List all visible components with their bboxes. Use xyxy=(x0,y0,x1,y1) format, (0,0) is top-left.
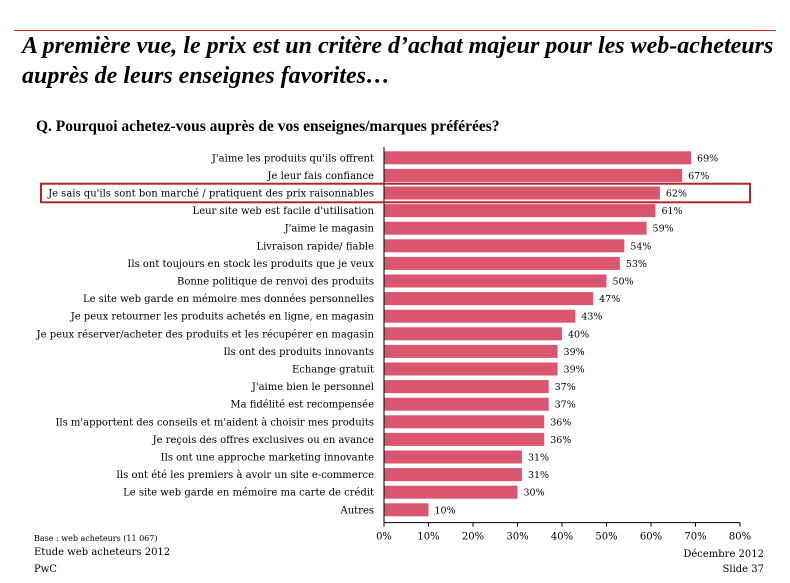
category-label: Je leur fais confiance xyxy=(267,171,375,182)
study-name: Etude web acheteurs 2012 xyxy=(34,547,171,558)
category-label: Ils ont des produits innovants xyxy=(223,347,374,358)
slide-title: A première vue, le prix est un critère d… xyxy=(22,33,774,89)
value-label: 40% xyxy=(568,329,589,340)
x-tick-label: 0% xyxy=(376,532,392,543)
category-label: Bonne politique de renvoi des produits xyxy=(177,277,374,288)
bar xyxy=(384,221,647,235)
value-label: 69% xyxy=(697,153,718,164)
survey-question: Q. Pourquoi achetez-vous auprès de vos e… xyxy=(36,118,500,135)
bar xyxy=(384,380,549,394)
x-tick-label: 40% xyxy=(551,532,573,543)
value-label: 36% xyxy=(550,417,571,428)
category-label: Autres xyxy=(339,505,374,516)
bar xyxy=(384,503,429,517)
category-label: Leur site web est facile d'utilisation xyxy=(193,206,375,217)
category-label: Je reçois des offres exclusives ou en av… xyxy=(152,435,374,446)
bar xyxy=(384,485,518,499)
value-label: 10% xyxy=(435,505,456,516)
bar xyxy=(384,256,620,270)
bar xyxy=(384,327,562,341)
bar xyxy=(384,415,545,429)
x-tick-label: 20% xyxy=(462,532,484,543)
value-label: 36% xyxy=(550,435,571,446)
bar xyxy=(384,450,522,464)
category-label: Livraison rapide/ fiable xyxy=(256,241,374,252)
bar xyxy=(384,432,545,446)
value-label: 50% xyxy=(613,277,634,288)
bar xyxy=(384,239,625,253)
value-label: 67% xyxy=(688,171,709,182)
bar xyxy=(384,397,549,411)
title-rule xyxy=(14,30,776,31)
category-label: Je peux réserver/acheter des produits et… xyxy=(36,329,375,340)
value-label: 39% xyxy=(564,365,585,376)
value-label: 61% xyxy=(661,206,682,217)
category-label: Ils ont été les premiers à avoir un site… xyxy=(116,470,374,481)
base-note: Base : web acheteurs (11 067) xyxy=(34,534,158,543)
bar xyxy=(384,468,522,482)
category-label: J'aime le magasin xyxy=(284,224,375,235)
bar xyxy=(384,344,558,358)
bar xyxy=(384,204,656,218)
value-label: 31% xyxy=(528,470,549,481)
category-label: J'aime les produits qu'ils offrent xyxy=(211,153,374,164)
value-label: 31% xyxy=(528,453,549,464)
category-label: Le site web garde en mémoire ma carte de… xyxy=(123,488,374,499)
value-label: 62% xyxy=(666,189,687,200)
category-label: Ils m'apportent des conseils et m'aident… xyxy=(55,417,374,428)
x-tick-label: 50% xyxy=(595,532,617,543)
bar xyxy=(384,292,594,306)
value-label: 30% xyxy=(524,488,545,499)
highlight-box xyxy=(40,182,751,204)
category-label: Le site web garde en mémoire mes données… xyxy=(83,294,374,305)
slide-number: Slide 37 xyxy=(722,564,764,575)
value-label: 37% xyxy=(555,400,576,411)
category-label: Ils ont toujours en stock les produits q… xyxy=(127,259,374,270)
value-label: 54% xyxy=(630,241,651,252)
x-tick-label: 60% xyxy=(640,532,662,543)
bar xyxy=(384,168,683,182)
value-label: 59% xyxy=(653,224,674,235)
slide-date: Décembre 2012 xyxy=(683,549,764,560)
x-tick-label: 80% xyxy=(729,532,751,543)
bar xyxy=(384,186,660,200)
value-label: 43% xyxy=(581,312,602,323)
category-label: Ils ont une approche marketing innovante xyxy=(161,453,374,464)
category-label: Echange gratuit xyxy=(292,365,374,376)
category-label: J'aime bien le personnel xyxy=(251,382,374,393)
bar xyxy=(384,151,692,165)
company-name: PwC xyxy=(34,564,57,575)
value-label: 37% xyxy=(555,382,576,393)
x-tick-label: 30% xyxy=(506,532,528,543)
value-label: 53% xyxy=(626,259,647,270)
x-tick-label: 70% xyxy=(684,532,706,543)
category-label: Je peux retourner les produits achetés e… xyxy=(70,312,375,323)
bar xyxy=(384,274,607,288)
x-tick-label: 10% xyxy=(417,532,439,543)
category-label: Je sais qu'ils sont bon marché / pratiqu… xyxy=(47,189,374,200)
value-label: 39% xyxy=(564,347,585,358)
bar xyxy=(384,309,576,323)
category-label: Ma fidélité est recompensée xyxy=(230,400,374,411)
bar xyxy=(384,362,558,376)
value-label: 47% xyxy=(599,294,620,305)
